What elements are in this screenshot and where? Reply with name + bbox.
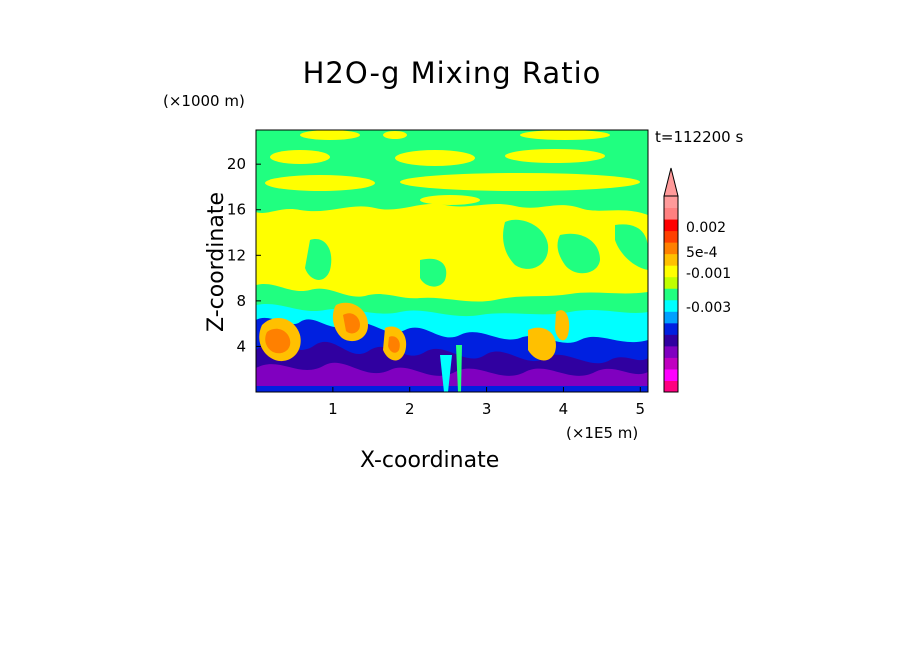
contour-field <box>256 130 648 392</box>
colorbar-label: -0.003 <box>686 300 731 316</box>
y-tick-label: 8 <box>236 292 246 310</box>
colorbar-segment <box>664 345 678 358</box>
x-tick-label: 2 <box>405 400 415 418</box>
colorbar-segment <box>664 276 678 289</box>
colorbar: 0.002 5e-4 -0.001 -0.003 <box>663 167 731 393</box>
colorbar-label: 0.002 <box>686 220 726 236</box>
colorbar-segment <box>664 288 678 301</box>
colorbar-segment <box>664 380 678 393</box>
y-tick-label: 20 <box>227 155 246 173</box>
x-axis-label: X-coordinate <box>360 448 500 473</box>
colorbar-segment <box>664 207 678 220</box>
chart-title: H2O-g Mixing Ratio <box>302 56 602 90</box>
colorbar-segment <box>664 322 678 335</box>
colorbar-segment <box>664 253 678 266</box>
x-tick-label: 3 <box>482 400 492 418</box>
x-axis-unit: (×1E5 m) <box>566 424 639 442</box>
colorbar-label: 5e-4 <box>686 245 718 261</box>
colorbar-frame <box>663 195 679 393</box>
y-tick-label: 4 <box>236 337 246 355</box>
colorbar-segment <box>664 230 678 243</box>
colorbar-segment <box>664 219 678 232</box>
y-tick-label: 16 <box>227 201 246 219</box>
x-tick-label: 5 <box>636 400 646 418</box>
plot-frame <box>255 129 649 393</box>
x-tick-label: 4 <box>559 400 569 418</box>
colorbar-label: -0.001 <box>686 266 731 282</box>
x-ticks: 1 2 3 4 5 <box>328 387 645 418</box>
colorbar-segment <box>664 196 678 209</box>
colorbar-segment <box>664 242 678 255</box>
y-ticks: 4 8 12 16 20 <box>227 155 261 355</box>
time-label: t=112200 s <box>655 128 744 146</box>
colorbar-extend-arrow <box>663 167 679 197</box>
colorbar-segment <box>664 368 678 381</box>
colorbar-segment <box>664 299 678 312</box>
colorbar-segment <box>664 357 678 370</box>
y-tick-label: 12 <box>227 246 246 264</box>
y-axis-unit: (×1000 m) <box>163 92 245 110</box>
colorbar-segment <box>664 311 678 324</box>
x-tick-label: 1 <box>328 400 338 418</box>
colorbar-segment <box>664 334 678 347</box>
colorbar-segment <box>664 265 678 278</box>
